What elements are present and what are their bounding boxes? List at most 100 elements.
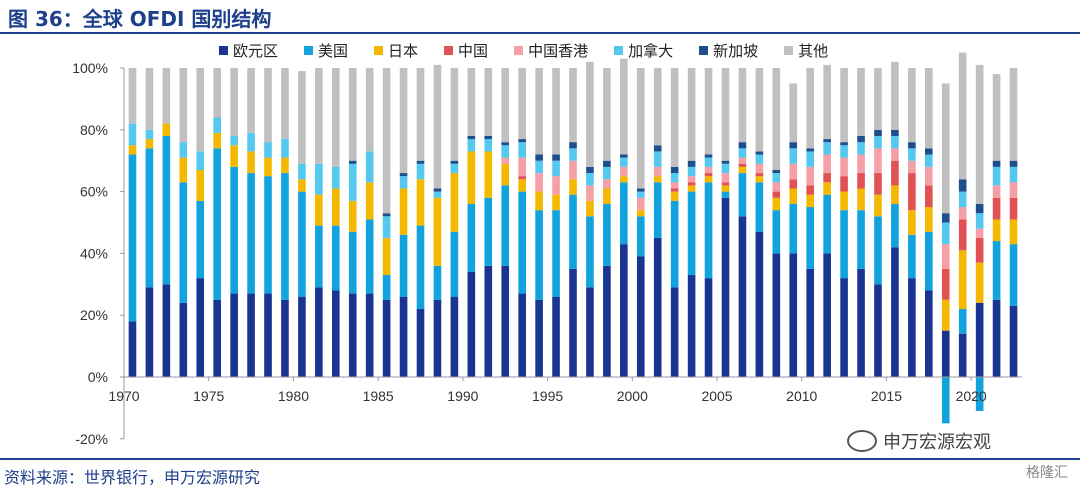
bar-segment [670,182,679,189]
bar-segment [569,142,577,149]
bar-segment [501,142,510,146]
legend-item: 加拿大 [614,40,673,61]
bar-segment [281,139,289,158]
bar-segment [840,278,848,377]
bar-segment [975,64,984,204]
bar-segment [806,185,815,195]
bar-segment [331,68,340,167]
x-tick-label: 2015 [871,388,902,404]
bar-segment [670,188,679,192]
bar-segment [992,185,1001,198]
bar-segment [687,191,696,276]
x-tick-label: 1975 [193,388,224,404]
bar-segment [247,293,255,377]
legend-item: 新加坡 [699,40,758,61]
bar-segment [586,166,594,174]
bar-segment [857,142,865,155]
bar-segment [348,200,357,232]
bar-segment [586,287,594,377]
bar-segment [535,210,543,300]
bar-segment [687,185,696,192]
bar-segment [145,68,154,130]
bar-segment [569,268,577,377]
bar-segment [264,157,272,177]
bar-segment [213,68,222,118]
bar-segment [450,296,459,377]
bar-segment [586,61,594,167]
bar-segment [958,250,967,310]
bar-segment [348,163,357,201]
bar-segment [992,241,1001,300]
bar-segment [196,169,205,201]
bar-segment [399,234,408,297]
bar-segment [365,182,374,220]
bar-segment [636,68,645,189]
bar-segment [958,207,967,220]
bar-segment [230,293,238,377]
bar-segment [1009,68,1018,161]
legend-item: 日本 [374,40,418,61]
bar-segment [653,151,662,167]
y-tick-label: 80% [80,122,108,138]
bar-segment [518,179,526,192]
bar-segment [823,139,831,143]
bar-segment [535,299,543,377]
bar-segment [603,166,611,180]
bar-segment [840,191,848,211]
legend-item: 中国 [444,40,488,61]
bar-segment [281,68,289,140]
bar-segment [857,135,865,143]
bar-segment [298,179,306,192]
x-tick-label: 2020 [956,388,987,404]
bar-segment [823,194,831,254]
bar-segment [552,154,560,161]
bar-segment [653,166,662,177]
bar-segment [721,173,730,183]
bar-segment [298,191,306,297]
legend-item: 美国 [304,40,348,61]
corner-mark: 格隆汇 [1026,465,1068,481]
bar-segment [484,265,493,377]
legend-label: 中国 [458,42,489,60]
bar-segment [789,253,798,377]
bar-segment [433,191,442,198]
x-tick-label: 1995 [532,388,563,404]
bar-segment [975,262,984,303]
bar-segment [213,132,222,149]
bar-segment [179,142,188,158]
bar-segment [264,176,272,294]
bar-segment [518,142,526,158]
bar-segment [620,157,628,167]
bar-segment [653,68,662,146]
bar-segment [348,160,357,164]
bar-segment [670,191,679,201]
bar-segment [213,148,222,300]
bar-segment [281,157,289,174]
bar-segment [467,135,476,140]
bar-segment [704,176,713,183]
bar-segment [840,68,848,143]
bar-segment [298,163,306,180]
bar-segment [891,185,899,204]
bar-segment [399,173,408,177]
bar-segment [179,182,188,303]
legend-label: 欧元区 [233,42,279,60]
bar-segment [213,299,222,377]
bar-segment [840,142,848,146]
bar-segment [569,160,577,180]
legend-swatch [514,46,524,55]
bar-segment [992,74,1001,161]
bar-segment [687,176,696,183]
bar-segment [145,148,154,288]
bar-segment [772,68,781,170]
bar-segment [569,148,577,161]
bar-segment [874,284,882,377]
bar-segment [941,268,950,300]
bar-segment [891,247,899,377]
bar-segment [569,179,577,195]
bar-segment [670,287,679,377]
bar-segment [535,173,543,192]
legend-label: 美国 [318,42,349,60]
bar-segment [924,68,933,149]
bar-segment [721,185,730,192]
